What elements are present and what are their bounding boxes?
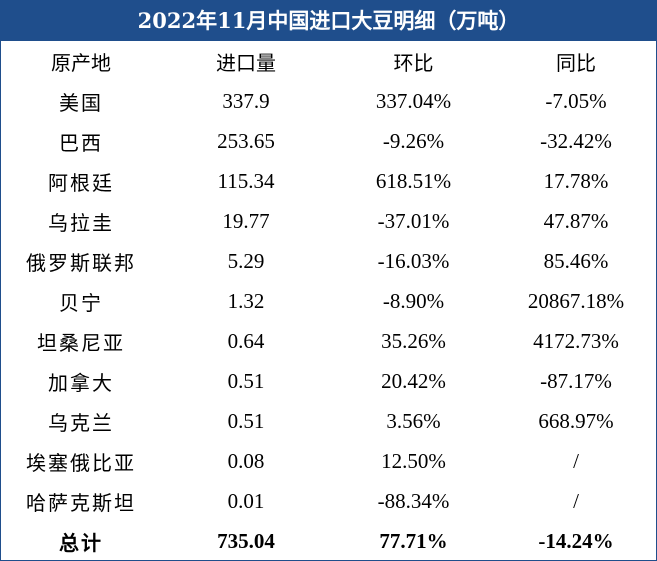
header-yoy: 同比 xyxy=(556,50,596,75)
cell-volume: 0.64 xyxy=(227,328,265,353)
cell-origin: 乌拉圭 xyxy=(48,210,114,235)
table-row: 美国 337.9 337.04% -7.05% xyxy=(1,81,656,121)
soybean-import-table: 原产地 进口量 环比 同比 美国 337.9 337.04% -7.05% 巴西… xyxy=(1,41,656,561)
cell-yoy: 4172.73% xyxy=(533,328,619,353)
cell-mom: 3.56% xyxy=(386,408,441,433)
total-mom: 77.71% xyxy=(379,528,448,553)
cell-volume: 5.29 xyxy=(227,248,265,273)
table-title: 2022年11月中国进口大豆明细（万吨） xyxy=(1,1,656,41)
table-row: 加拿大 0.51 20.42% -87.17% xyxy=(1,361,656,401)
header-mom: 环比 xyxy=(393,50,434,75)
cell-mom: 35.26% xyxy=(381,328,446,353)
cell-volume: 253.65 xyxy=(217,128,275,153)
total-row: 总计 735.04 77.71% -14.24% xyxy=(1,521,656,561)
cell-yoy: -7.05% xyxy=(545,88,607,113)
cell-volume: 0.01 xyxy=(227,488,265,513)
table-row: 乌拉圭 19.77 -37.01% 47.87% xyxy=(1,201,656,241)
total-volume: 735.04 xyxy=(217,528,275,553)
cell-origin: 乌克兰 xyxy=(48,410,114,435)
table-row: 俄罗斯联邦 5.29 -16.03% 85.46% xyxy=(1,241,656,281)
total-yoy: -14.24% xyxy=(538,528,614,553)
cell-mom: 12.50% xyxy=(381,448,446,473)
header-volume: 进口量 xyxy=(216,50,276,75)
table-row: 巴西 253.65 -9.26% -32.42% xyxy=(1,121,656,161)
cell-volume: 0.08 xyxy=(227,448,265,473)
cell-origin: 哈萨克斯坦 xyxy=(26,490,136,515)
header-origin: 原产地 xyxy=(51,50,111,75)
table-row: 埃塞俄比亚 0.08 12.50% / xyxy=(1,441,656,481)
cell-yoy: 17.78% xyxy=(543,168,609,193)
table-row: 贝宁 1.32 -8.90% 20867.18% xyxy=(1,281,656,321)
total-label: 总计 xyxy=(59,530,103,555)
cell-origin: 贝宁 xyxy=(59,290,103,315)
cell-origin: 阿根廷 xyxy=(48,170,114,195)
table-row: 阿根廷 115.34 618.51% 17.78% xyxy=(1,161,656,201)
cell-yoy: / xyxy=(573,488,579,513)
cell-mom: -88.34% xyxy=(377,488,450,513)
cell-mom: -16.03% xyxy=(377,248,450,273)
cell-volume: 19.77 xyxy=(222,208,270,233)
table-row: 哈萨克斯坦 0.01 -88.34% / xyxy=(1,481,656,521)
cell-yoy: 20867.18% xyxy=(527,288,625,313)
cell-mom: 618.51% xyxy=(375,168,452,193)
cell-mom: 20.42% xyxy=(381,368,446,393)
cell-yoy: -32.42% xyxy=(540,128,612,153)
table-row: 坦桑尼亚 0.64 35.26% 4172.73% xyxy=(1,321,656,361)
cell-mom: 337.04% xyxy=(375,88,452,113)
cell-mom: -9.26% xyxy=(382,128,445,153)
cell-origin: 美国 xyxy=(59,90,103,115)
table-row: 乌克兰 0.51 3.56% 668.97% xyxy=(1,401,656,441)
cell-volume: 337.9 xyxy=(222,88,270,113)
cell-mom: -37.01% xyxy=(377,208,450,233)
cell-mom: -8.90% xyxy=(382,288,445,313)
cell-yoy: / xyxy=(573,448,579,473)
cell-volume: 1.32 xyxy=(227,288,265,313)
cell-yoy: -87.17% xyxy=(540,368,612,393)
cell-origin: 埃塞俄比亚 xyxy=(26,450,136,475)
cell-origin: 加拿大 xyxy=(48,370,114,395)
cell-origin: 坦桑尼亚 xyxy=(37,330,125,355)
cell-yoy: 47.87% xyxy=(543,208,609,233)
cell-origin: 巴西 xyxy=(59,130,103,155)
cell-yoy: 85.46% xyxy=(543,248,609,273)
cell-volume: 0.51 xyxy=(227,368,265,393)
cell-volume: 115.34 xyxy=(217,168,275,193)
cell-origin: 俄罗斯联邦 xyxy=(26,250,136,275)
header-row: 原产地 进口量 环比 同比 xyxy=(1,41,656,81)
cell-yoy: 668.97% xyxy=(538,408,614,433)
cell-volume: 0.51 xyxy=(227,408,265,433)
